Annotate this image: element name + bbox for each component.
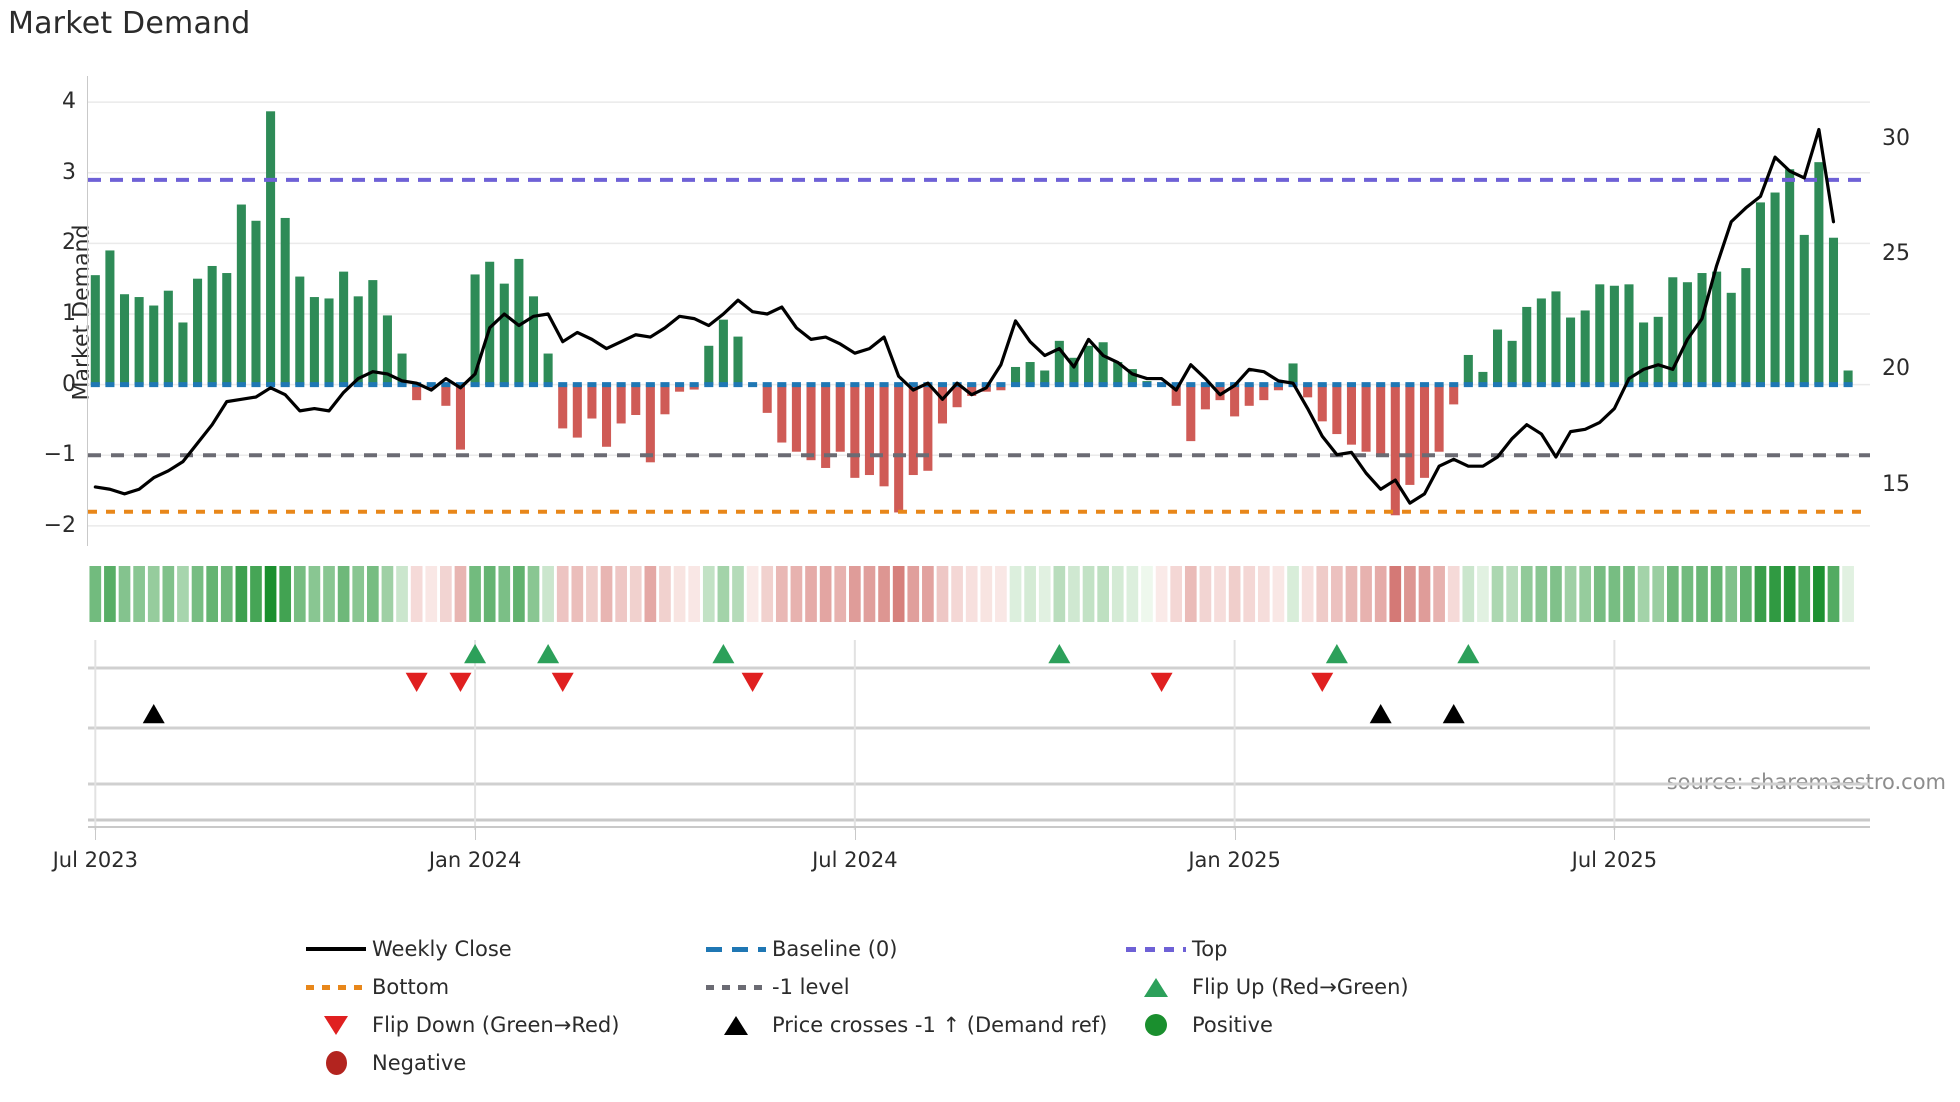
legend-label: Bottom	[372, 975, 450, 999]
source-caption: source: sharemaestro.com	[1666, 770, 1946, 794]
legend-item-minus-one-level: -1 level	[700, 968, 1120, 1006]
legend-item-negative: Negative	[300, 1044, 700, 1082]
legend-label: Flip Up (Red→Green)	[1192, 975, 1409, 999]
x-tick-mark	[95, 828, 97, 840]
legend-item-price-crosses: Price crosses -1 ↑ (Demand ref)	[700, 1006, 1120, 1044]
legend-label: Weekly Close	[372, 937, 512, 961]
legend-item-baseline: Baseline (0)	[700, 930, 1120, 968]
chart-canvas	[88, 101, 1870, 830]
dotted-line-grey-icon	[700, 984, 772, 990]
circle-green-icon	[1120, 1014, 1192, 1036]
solid-line-black-icon	[300, 947, 372, 951]
y-tick-right: 30	[1882, 125, 1910, 151]
triangle-up-green-icon	[1120, 977, 1192, 997]
legend-label: Top	[1192, 937, 1228, 961]
dashed-line-blue-icon	[700, 946, 772, 952]
y-tick-left: 1	[62, 301, 76, 326]
y-tick-left: 3	[62, 159, 76, 185]
triangle-down-red-icon	[300, 1015, 372, 1035]
y-tick-left: 2	[62, 230, 76, 256]
x-tick-label: Jul 2024	[812, 848, 898, 872]
y-axis-left-spine	[87, 76, 88, 546]
triangle-up-black-icon	[700, 1015, 772, 1035]
y-tick-left: 0	[62, 371, 76, 397]
legend-item-positive: Positive	[1120, 1006, 1540, 1044]
x-tick-label: Jul 2025	[1571, 848, 1658, 872]
y-tick-right: 25	[1882, 241, 1910, 267]
legend-label: Negative	[372, 1051, 467, 1075]
circle-red-icon	[300, 1051, 372, 1075]
legend-label: Flip Down (Green→Red)	[372, 1013, 620, 1037]
y-tick-left: −2	[43, 512, 76, 538]
chart-title: Market Demand	[8, 6, 251, 41]
x-tick-label: Jul 2023	[52, 848, 139, 872]
x-tick-mark	[854, 828, 856, 840]
y-tick-left: 4	[62, 89, 76, 115]
dotted-line-orange-icon	[300, 984, 372, 990]
y-tick-left: −1	[43, 442, 76, 468]
x-tick-label: Jan 2024	[428, 848, 522, 872]
legend-label: Baseline (0)	[772, 937, 898, 961]
x-axis-spine	[88, 826, 1870, 828]
legend-item-flip-down: Flip Down (Green→Red)	[300, 1006, 700, 1044]
x-tick-mark	[475, 828, 477, 840]
y-tick-right: 15	[1882, 471, 1910, 497]
legend-label: -1 level	[772, 975, 850, 999]
x-tick-mark	[1234, 828, 1236, 840]
legend-label: Price crosses -1 ↑ (Demand ref)	[772, 1013, 1108, 1037]
legend-item-flip-up: Flip Up (Red→Green)	[1120, 968, 1540, 1006]
legend-label: Positive	[1192, 1013, 1273, 1037]
legend-item-top: Top	[1120, 930, 1540, 968]
y-tick-right: 20	[1882, 356, 1910, 382]
dotted-line-purple-icon	[1120, 946, 1192, 952]
x-tick-label: Jan 2025	[1188, 848, 1281, 872]
legend-item-weekly-close: Weekly Close	[300, 930, 700, 968]
chart-legend: Weekly Close Baseline (0) Top Bottom -1 …	[300, 930, 1640, 1082]
legend-item-bottom: Bottom	[300, 968, 700, 1006]
x-tick-mark	[1614, 828, 1616, 840]
